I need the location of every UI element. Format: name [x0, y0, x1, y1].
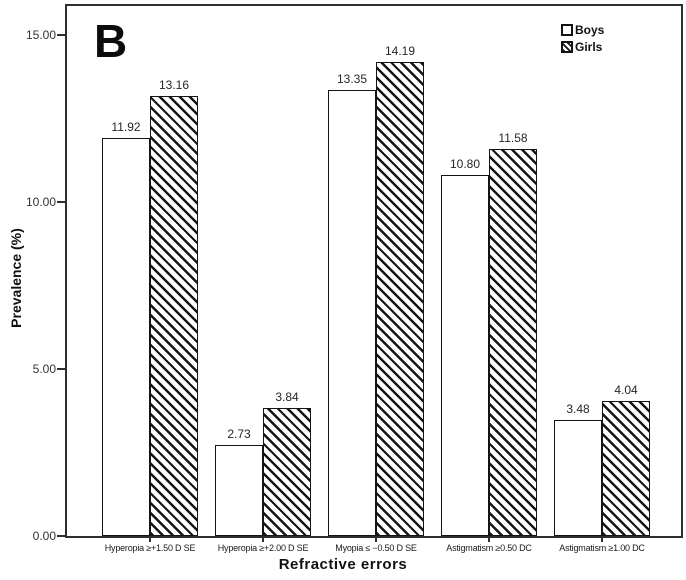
value-label: 13.35 — [336, 72, 368, 86]
y-tick-label: 0.00 — [32, 529, 56, 543]
y-tick-mark — [57, 535, 65, 537]
bar-girls-0 — [150, 96, 198, 536]
y-tick-mark — [57, 34, 65, 36]
hatched-swatch-icon — [561, 41, 573, 53]
legend: Boys Girls — [561, 23, 604, 57]
bar-boys-2 — [328, 90, 376, 536]
x-tick-mark — [149, 536, 151, 542]
x-category-label: Myopia ≤ −0.50 D SE — [335, 543, 417, 553]
y-tick-label: 10.00 — [25, 195, 56, 209]
legend-item-boys: Boys — [561, 23, 604, 37]
value-label: 10.80 — [449, 157, 481, 171]
bar-boys-4 — [554, 420, 602, 536]
bar-girls-4 — [602, 401, 650, 536]
x-tick-mark — [488, 536, 490, 542]
x-tick-mark — [375, 536, 377, 542]
x-category-label: Hyperopia ≥+1.50 D SE — [104, 543, 196, 553]
value-label: 4.04 — [614, 383, 638, 397]
bar-boys-1 — [215, 445, 263, 536]
x-tick-mark — [262, 536, 264, 542]
bar-boys-0 — [102, 138, 150, 536]
value-label: 14.19 — [384, 44, 416, 58]
value-label: 3.48 — [566, 402, 590, 416]
legend-label: Girls — [575, 40, 603, 54]
y-tick-label: 15.00 — [25, 28, 56, 42]
value-label: 11.58 — [498, 131, 528, 145]
y-tick-mark — [57, 368, 65, 370]
x-category-label: Hyperopia ≥+2.00 D SE — [217, 543, 309, 553]
x-tick-mark — [601, 536, 603, 542]
legend-item-girls: Girls — [561, 40, 604, 54]
value-label: 13.16 — [158, 78, 190, 92]
bar-boys-3 — [441, 175, 489, 536]
value-label: 11.92 — [111, 120, 141, 134]
x-axis-title: Refractive errors — [278, 556, 408, 573]
y-tick-mark — [57, 201, 65, 203]
value-label: 2.73 — [227, 427, 251, 441]
open-swatch-icon — [561, 24, 573, 36]
y-tick-label: 5.00 — [32, 362, 56, 376]
bar-girls-3 — [489, 149, 537, 536]
x-category-label: Astigmatism ≥0.50 DC — [446, 543, 532, 553]
bar-girls-1 — [263, 408, 311, 536]
value-label: 3.84 — [275, 390, 299, 404]
legend-label: Boys — [575, 23, 605, 37]
x-category-label: Astigmatism ≥1.00 DC — [559, 543, 645, 553]
bar-girls-2 — [376, 62, 424, 536]
panel-label: B — [94, 15, 129, 67]
